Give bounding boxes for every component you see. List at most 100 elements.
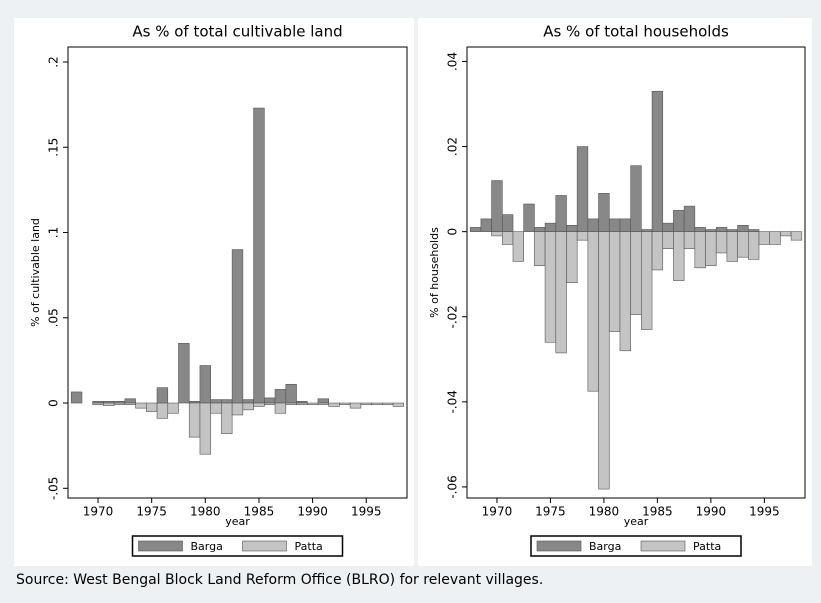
- bar: [641, 229, 653, 232]
- bar: [317, 402, 329, 406]
- bar: [199, 402, 211, 455]
- bar: [544, 222, 557, 232]
- bar: [641, 231, 653, 330]
- bar: [534, 231, 546, 266]
- y-tick-label: .1: [47, 227, 61, 238]
- bar: [566, 231, 578, 284]
- legend-box: [530, 535, 742, 557]
- y-tick-label: .02: [446, 137, 460, 156]
- bar: [501, 231, 514, 245]
- bar: [737, 231, 749, 258]
- panel-title: As % of total cultivable land: [132, 23, 342, 41]
- y-tick-label: .05: [47, 308, 61, 327]
- x-tick-label: 1970: [83, 505, 114, 519]
- x-tick-label: 1995: [351, 505, 382, 519]
- bar: [630, 231, 642, 315]
- bar: [673, 231, 685, 281]
- x-tick-label: 1975: [136, 505, 167, 519]
- bar: [715, 231, 728, 254]
- bar: [705, 231, 717, 266]
- bar: [264, 402, 276, 406]
- legend-box: [131, 535, 344, 557]
- y-tick-label: -.06: [446, 475, 460, 498]
- bar: [587, 218, 599, 232]
- bar: [555, 231, 567, 354]
- bar: [748, 231, 760, 260]
- source-note: Source: West Bengal Block Land Reform Of…: [16, 572, 543, 588]
- x-tick-label: 1975: [535, 505, 566, 519]
- y-tick-label: .15: [47, 138, 61, 157]
- bar: [178, 343, 190, 404]
- x-tick-label: 1985: [642, 505, 673, 519]
- x-tick-label: 1985: [244, 505, 275, 519]
- legend-key: [536, 540, 582, 552]
- bar: [694, 231, 706, 269]
- bar: [630, 165, 642, 232]
- bar: [662, 222, 674, 232]
- bar: [231, 402, 244, 416]
- bar: [683, 205, 696, 232]
- x-axis-label: year: [624, 515, 649, 528]
- bar: [619, 231, 631, 352]
- y-tick-label: -.02: [446, 305, 460, 328]
- bar: [737, 224, 749, 232]
- bar: [501, 214, 514, 232]
- bar: [769, 231, 781, 245]
- bar: [306, 402, 319, 406]
- bar: [167, 402, 179, 414]
- x-axis-label: year: [225, 515, 250, 528]
- bar: [683, 231, 696, 249]
- bar: [392, 402, 405, 407]
- bar: [296, 402, 308, 406]
- bar: [469, 227, 482, 232]
- legend-key: [242, 540, 287, 552]
- bar: [673, 210, 685, 232]
- bar: [576, 231, 589, 241]
- bar: [555, 195, 567, 232]
- bar: [748, 229, 760, 232]
- y-tick-label: .2: [47, 56, 61, 67]
- legend-label: Barga: [589, 540, 621, 553]
- x-tick-label: 1980: [589, 505, 620, 519]
- legend-label: Barga: [191, 540, 223, 553]
- bar: [534, 227, 546, 232]
- bar: [274, 402, 287, 414]
- bar: [188, 402, 201, 438]
- y-tick-label: 0: [47, 399, 61, 407]
- panel-title: As % of total households: [543, 23, 729, 41]
- bar: [360, 402, 372, 406]
- y-axis-label: % of cultivable land: [29, 218, 42, 327]
- bar: [253, 402, 265, 407]
- bar: [726, 231, 738, 262]
- bar: [780, 231, 792, 237]
- bar: [715, 227, 728, 232]
- bar: [790, 231, 803, 241]
- x-tick-label: 1995: [749, 505, 780, 519]
- bar: [758, 231, 771, 245]
- bar: [113, 402, 126, 406]
- bar: [662, 231, 674, 249]
- bar: [339, 402, 351, 406]
- y-tick-label: -.04: [446, 390, 460, 413]
- bar: [598, 231, 610, 490]
- bar: [70, 391, 83, 404]
- bar: [328, 402, 340, 407]
- x-tick-label: 1980: [190, 505, 221, 519]
- bar: [705, 229, 717, 232]
- bar: [349, 402, 362, 409]
- bar: [285, 383, 297, 404]
- bar: [608, 231, 621, 332]
- bar: [124, 402, 136, 406]
- bar: [587, 231, 599, 392]
- bar: [156, 402, 169, 419]
- bar: [651, 231, 664, 271]
- bar: [156, 387, 169, 404]
- bar: [544, 231, 557, 343]
- bar: [124, 398, 136, 404]
- bar: [231, 249, 244, 404]
- bar: [264, 397, 276, 404]
- bar: [598, 193, 610, 232]
- bar: [566, 224, 578, 232]
- bar: [146, 402, 158, 412]
